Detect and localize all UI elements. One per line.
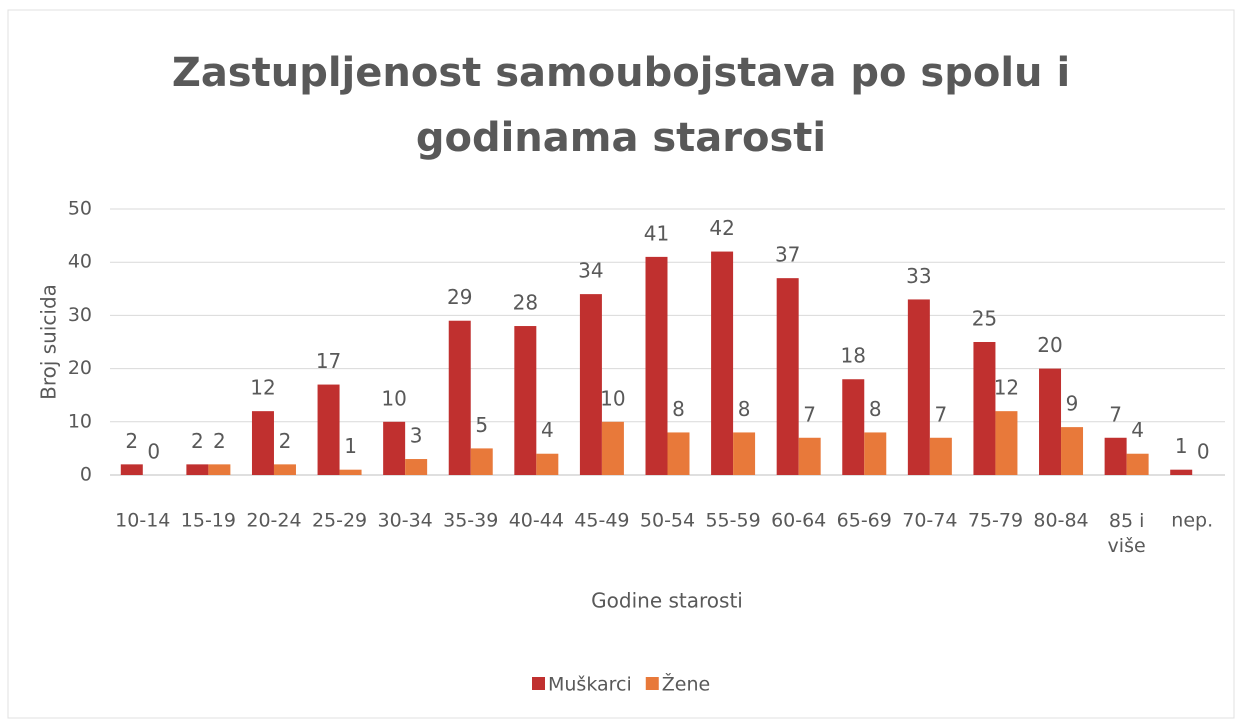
data-label: 5 — [475, 413, 488, 437]
x-tick-label: 70-74 — [902, 510, 957, 532]
chart-frame — [7, 9, 1235, 719]
bar — [208, 464, 231, 475]
y-tick-label: 10 — [68, 410, 92, 432]
x-tick-label: 30-34 — [378, 510, 433, 532]
y-axis-label: Broj suicida — [37, 284, 61, 400]
bar — [776, 278, 799, 475]
x-tick-label: 60-64 — [771, 510, 826, 532]
bar — [120, 464, 143, 475]
x-tick-label: 35-39 — [443, 510, 498, 532]
bar — [317, 384, 340, 475]
bar — [973, 342, 996, 475]
bar — [1061, 427, 1084, 475]
y-tick-label: 20 — [68, 357, 92, 379]
y-tick-label: 50 — [68, 198, 92, 220]
data-label: 7 — [803, 402, 816, 426]
bar — [514, 326, 537, 475]
bar — [251, 411, 274, 475]
legend-label: Muškarci — [548, 674, 632, 696]
data-label: 2 — [125, 429, 138, 453]
bar — [448, 320, 471, 475]
x-tick-label: 55-59 — [705, 510, 760, 532]
data-label: 8 — [869, 397, 882, 421]
y-tick-label: 30 — [68, 304, 92, 326]
x-tick-label: nep. — [1171, 510, 1213, 532]
data-label: 8 — [738, 397, 751, 421]
x-tick-label: 10-14 — [115, 510, 170, 532]
bar — [711, 251, 734, 475]
data-label: 1 — [1175, 434, 1188, 458]
x-tick-label: 15-19 — [181, 510, 236, 532]
bar — [907, 299, 930, 475]
chart-title: Zastupljenost samoubojstava po spolu i go… — [172, 50, 1070, 161]
data-label: 9 — [1066, 392, 1079, 416]
x-tick-label: 20-24 — [246, 510, 301, 532]
bar — [733, 432, 756, 475]
data-label: 42 — [709, 216, 734, 240]
x-tick-label: 45-49 — [574, 510, 629, 532]
data-label: 1 — [344, 434, 357, 458]
bar — [929, 437, 952, 475]
data-label: 20 — [1037, 333, 1062, 357]
data-label: 8 — [672, 397, 685, 421]
x-tick-label: 75-79 — [968, 510, 1023, 532]
legend-swatch — [532, 677, 545, 690]
x-tick-label: 80-84 — [1033, 510, 1088, 532]
data-label: 7 — [1109, 402, 1122, 426]
y-tick-label: 0 — [80, 464, 92, 486]
data-label: 4 — [1131, 418, 1144, 442]
bar — [1126, 453, 1149, 475]
data-label: 37 — [775, 243, 800, 267]
data-label: 2 — [191, 429, 204, 453]
data-label: 12 — [994, 376, 1019, 400]
bar — [842, 379, 865, 475]
bar — [383, 421, 406, 475]
bar — [995, 411, 1018, 475]
data-label: 29 — [447, 285, 472, 309]
bar — [1039, 368, 1062, 475]
bar — [645, 256, 668, 475]
data-label: 10 — [600, 386, 625, 410]
bar — [186, 464, 209, 475]
data-label: 0 — [1197, 440, 1210, 464]
data-label: 0 — [147, 440, 160, 464]
x-tick-label: 40-44 — [509, 510, 564, 532]
x-tick-label: 25-29 — [312, 510, 367, 532]
data-label: 25 — [972, 307, 997, 331]
bar — [798, 437, 821, 475]
data-label: 4 — [541, 418, 554, 442]
data-label: 2 — [279, 429, 292, 453]
data-label: 33 — [906, 264, 931, 288]
data-label: 7 — [934, 402, 947, 426]
data-label: 12 — [250, 376, 275, 400]
bar — [601, 421, 624, 475]
bar — [1170, 469, 1193, 475]
data-label: 3 — [410, 424, 423, 448]
data-label: 41 — [644, 221, 669, 245]
legend-label: Žene — [662, 673, 710, 696]
data-label: 28 — [513, 291, 538, 315]
x-axis-label: Godine starosti — [591, 589, 743, 613]
bar — [339, 469, 362, 475]
legend-swatch — [645, 677, 659, 690]
bar — [405, 459, 428, 475]
bar — [536, 453, 559, 475]
data-label: 2 — [213, 429, 226, 453]
bar — [470, 448, 493, 475]
data-label: 34 — [578, 259, 603, 283]
x-tick-label: 85 i više — [1108, 510, 1146, 557]
x-tick-label: 50-54 — [640, 510, 695, 532]
y-tick-label: 40 — [68, 251, 92, 273]
data-label: 18 — [841, 344, 866, 368]
data-label: 10 — [381, 386, 406, 410]
bar — [1104, 437, 1127, 475]
bar — [273, 464, 296, 475]
bar — [864, 432, 887, 475]
x-tick-label: 65-69 — [837, 510, 892, 532]
bar — [579, 294, 602, 475]
data-label: 17 — [316, 349, 341, 373]
bar — [667, 432, 690, 475]
